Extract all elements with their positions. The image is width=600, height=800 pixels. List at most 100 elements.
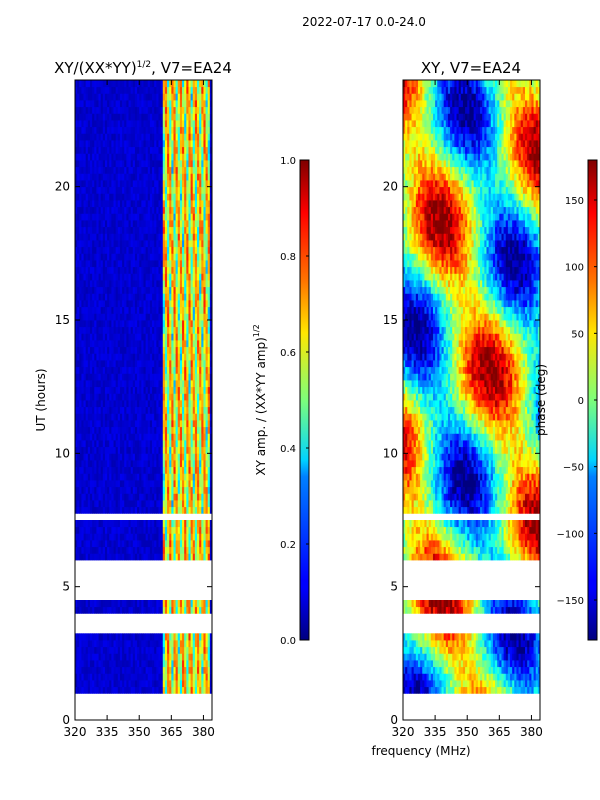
amplitude-cell bbox=[160, 233, 164, 241]
amplitude-cell bbox=[113, 166, 117, 174]
amplitude-cell bbox=[194, 420, 198, 428]
amplitude-cell bbox=[199, 446, 202, 454]
amplitude-cell bbox=[139, 333, 142, 341]
amplitude-cell bbox=[201, 253, 204, 261]
amplitude-cell bbox=[173, 306, 177, 314]
amplitude-cell bbox=[207, 546, 211, 554]
amplitude-cell bbox=[154, 273, 157, 281]
amplitude-cell bbox=[124, 546, 127, 554]
amplitude-cell bbox=[147, 326, 151, 334]
amplitude-cell bbox=[167, 206, 170, 214]
amplitude-cell bbox=[77, 106, 80, 114]
amplitude-cell bbox=[169, 493, 172, 501]
amplitude-cell bbox=[130, 153, 134, 161]
amplitude-cell bbox=[207, 273, 211, 281]
amplitude-cell bbox=[201, 366, 204, 374]
amplitude-cell bbox=[75, 506, 78, 514]
amplitude-cell bbox=[132, 373, 136, 381]
amplitude-cell bbox=[130, 280, 134, 288]
amplitude-cell bbox=[115, 113, 119, 121]
amplitude-cell bbox=[124, 160, 127, 168]
amplitude-cell bbox=[77, 180, 80, 188]
amplitude-cell bbox=[117, 606, 121, 614]
amplitude-cell bbox=[205, 426, 209, 434]
amplitude-cell bbox=[160, 180, 164, 188]
amplitude-cell bbox=[94, 293, 97, 301]
amplitude-cell bbox=[141, 553, 144, 561]
amplitude-cell bbox=[207, 400, 211, 408]
amplitude-cell bbox=[177, 426, 181, 434]
amplitude-cell bbox=[182, 646, 185, 654]
amplitude-cell bbox=[141, 140, 144, 148]
amplitude-cell bbox=[152, 160, 155, 168]
amplitude-cell bbox=[81, 240, 84, 248]
amplitude-cell bbox=[94, 646, 97, 654]
amplitude-cell bbox=[201, 153, 204, 161]
amplitude-cell bbox=[122, 453, 125, 461]
amplitude-cell bbox=[160, 173, 164, 181]
amplitude-cell bbox=[77, 366, 80, 374]
amplitude-cell bbox=[152, 353, 155, 361]
amplitude-cell bbox=[145, 380, 149, 388]
amplitude-cell bbox=[117, 660, 121, 668]
amplitude-cell bbox=[124, 506, 127, 514]
amplitude-cell bbox=[122, 340, 125, 348]
amplitude-cell bbox=[175, 246, 179, 254]
amplitude-cell bbox=[149, 340, 153, 348]
amplitude-cell bbox=[134, 233, 138, 241]
amplitude-cell bbox=[143, 220, 147, 228]
amplitude-cell bbox=[122, 120, 125, 128]
amplitude-cell bbox=[194, 486, 198, 494]
amplitude-cell bbox=[92, 553, 95, 561]
amplitude-cell bbox=[186, 666, 189, 674]
amplitude-cell bbox=[89, 300, 93, 308]
amplitude-cell bbox=[111, 320, 114, 328]
amplitude-cell bbox=[143, 433, 147, 441]
amplitude-cell bbox=[100, 233, 104, 241]
amplitude-cell bbox=[143, 540, 147, 548]
amplitude-cell bbox=[197, 180, 200, 188]
amplitude-cell bbox=[188, 213, 191, 221]
amplitude-cell bbox=[203, 673, 206, 681]
amplitude-cell bbox=[92, 520, 95, 528]
amplitude-cell bbox=[171, 280, 174, 288]
amplitude-cell bbox=[194, 213, 198, 221]
amplitude-cell bbox=[115, 166, 119, 174]
amplitude-cell bbox=[81, 273, 84, 281]
amplitude-cell bbox=[182, 413, 185, 421]
amplitude-cell bbox=[160, 313, 164, 321]
amplitude-cell bbox=[109, 386, 112, 394]
amplitude-cell bbox=[167, 133, 170, 141]
amplitude-cell bbox=[147, 680, 151, 688]
amplitude-cell bbox=[102, 120, 106, 128]
amplitude-cell bbox=[152, 360, 155, 368]
amplitude-cell bbox=[207, 253, 211, 261]
amplitude-cell bbox=[205, 313, 209, 321]
amplitude-cell bbox=[177, 133, 181, 141]
amplitude-cell bbox=[188, 233, 191, 241]
amplitude-cell bbox=[79, 186, 82, 194]
amplitude-cell bbox=[137, 320, 140, 328]
amplitude-cell bbox=[83, 673, 87, 681]
amplitude-cell bbox=[147, 200, 151, 208]
amplitude-cell bbox=[177, 466, 181, 474]
amplitude-cell bbox=[209, 420, 212, 428]
amplitude-cell bbox=[188, 120, 191, 128]
amplitude-cell bbox=[117, 180, 121, 188]
amplitude-cell bbox=[75, 306, 78, 314]
amplitude-cell bbox=[117, 373, 121, 381]
amplitude-cell bbox=[92, 120, 95, 128]
amplitude-cell bbox=[83, 226, 87, 234]
amplitude-cell bbox=[184, 200, 187, 208]
amplitude-cell bbox=[162, 140, 166, 148]
amplitude-cell bbox=[188, 273, 191, 281]
amplitude-cell bbox=[81, 640, 84, 648]
amplitude-cell bbox=[139, 553, 142, 561]
amplitude-cell bbox=[122, 673, 125, 681]
amplitude-cell bbox=[96, 126, 99, 134]
amplitude-cell bbox=[141, 633, 144, 641]
amplitude-cell bbox=[179, 220, 183, 228]
amplitude-cell bbox=[100, 193, 104, 201]
amplitude-cell bbox=[104, 406, 108, 414]
amplitude-cell bbox=[162, 246, 166, 254]
